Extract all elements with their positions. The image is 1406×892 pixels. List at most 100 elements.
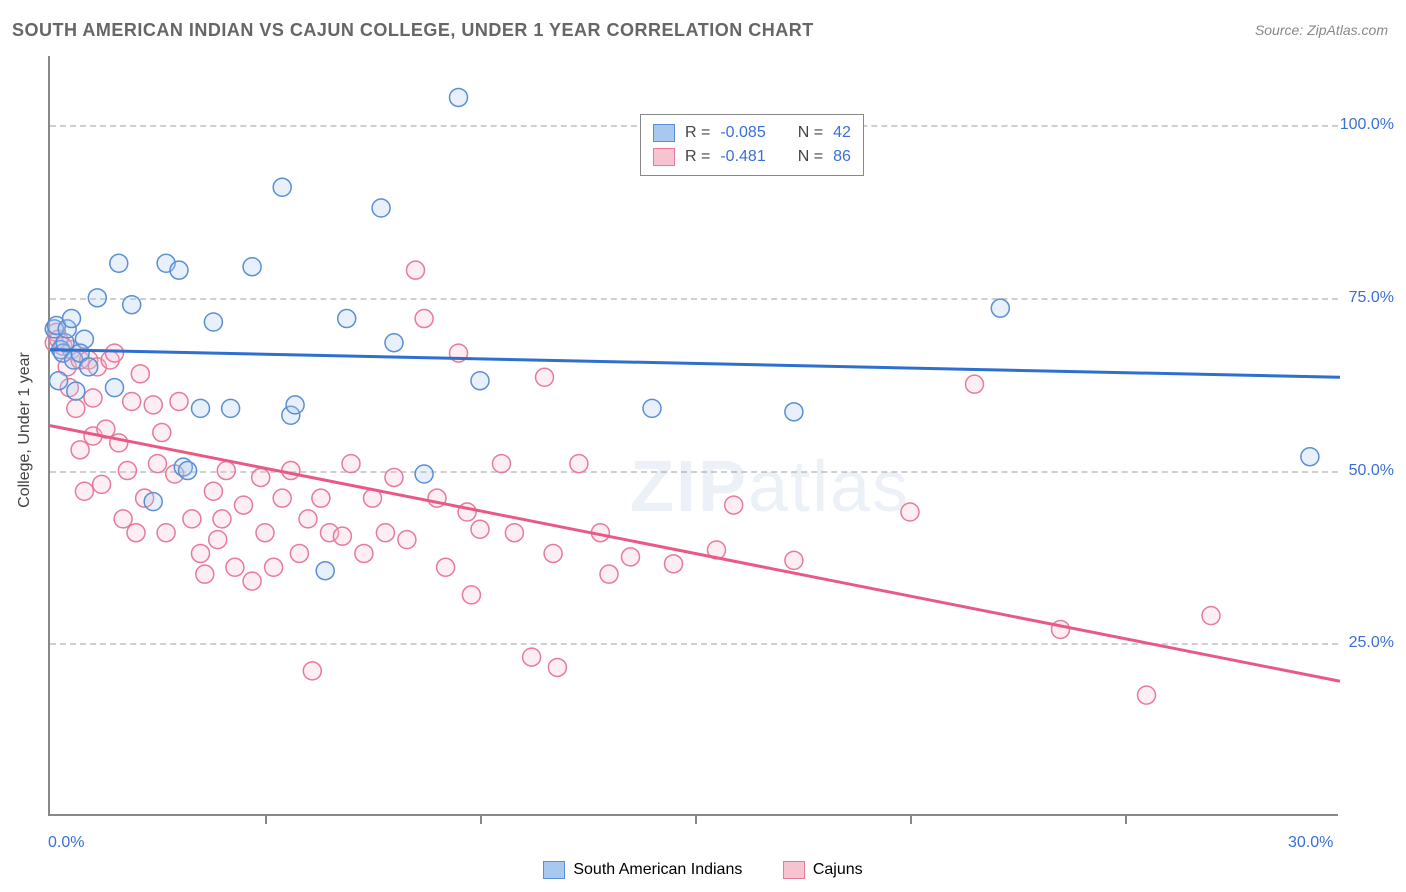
data-point (217, 462, 235, 480)
data-point (450, 88, 468, 106)
data-point (50, 372, 68, 390)
r-label: R = (685, 121, 710, 145)
data-point (213, 510, 231, 528)
data-point (243, 572, 261, 590)
legend-row-blue: R = -0.085 N = 42 (653, 121, 851, 145)
data-point (84, 389, 102, 407)
data-point (273, 489, 291, 507)
data-point (170, 261, 188, 279)
data-point (127, 524, 145, 542)
data-point (118, 462, 136, 480)
data-point (544, 544, 562, 562)
legend-row-pink: R = -0.481 N = 86 (653, 145, 851, 169)
data-point (106, 379, 124, 397)
data-point (170, 392, 188, 410)
data-point (1202, 607, 1220, 625)
data-point (265, 558, 283, 576)
data-point (785, 551, 803, 569)
data-point (471, 372, 489, 390)
data-point (110, 254, 128, 272)
r-value-blue: -0.085 (720, 121, 765, 145)
data-point (536, 368, 554, 386)
data-point (333, 527, 351, 545)
data-point (149, 455, 167, 473)
data-point (80, 358, 98, 376)
data-point (183, 510, 201, 528)
data-point (462, 586, 480, 604)
data-point (523, 648, 541, 666)
data-point (316, 562, 334, 580)
data-point (312, 489, 330, 507)
x-tick-label: 0.0% (48, 834, 84, 852)
r-label: R = (685, 145, 710, 169)
data-point (204, 313, 222, 331)
data-point (622, 548, 640, 566)
data-point (88, 289, 106, 307)
legend-label-pink: Cajuns (813, 861, 863, 879)
data-point (106, 344, 124, 362)
chart-container: SOUTH AMERICAN INDIAN VS CAJUN COLLEGE, … (0, 0, 1406, 892)
data-point (385, 468, 403, 486)
data-point (273, 178, 291, 196)
data-point (196, 565, 214, 583)
data-point (157, 524, 175, 542)
data-point (471, 520, 489, 538)
trend-line (50, 350, 1340, 378)
x-tick (910, 814, 912, 824)
n-label: N = (798, 145, 823, 169)
n-label: N = (798, 121, 823, 145)
data-point (290, 544, 308, 562)
data-point (252, 468, 270, 486)
legend-item-pink: Cajuns (783, 861, 863, 879)
swatch-blue (653, 124, 675, 142)
data-point (204, 482, 222, 500)
data-point (415, 465, 433, 483)
data-point (144, 396, 162, 414)
y-axis-title: College, Under 1 year (16, 352, 34, 508)
swatch-blue-icon (543, 861, 565, 879)
series-legend: South American Indians Cajuns (0, 861, 1406, 884)
data-point (131, 365, 149, 383)
x-tick (1125, 814, 1127, 824)
source-attribution: Source: ZipAtlas.com (1255, 22, 1388, 38)
data-point (398, 531, 416, 549)
data-point (600, 565, 618, 583)
data-point (415, 310, 433, 328)
data-point (63, 310, 81, 328)
data-point (192, 544, 210, 562)
data-point (153, 424, 171, 442)
swatch-pink-icon (783, 861, 805, 879)
data-point (71, 441, 89, 459)
data-point (725, 496, 743, 514)
correlation-legend: R = -0.085 N = 42 R = -0.481 N = 86 (640, 114, 864, 176)
y-tick-label: 50.0% (1349, 462, 1394, 480)
data-point (643, 399, 661, 417)
data-point (407, 261, 425, 279)
data-point (342, 455, 360, 473)
data-point (67, 382, 85, 400)
data-point (286, 396, 304, 414)
data-point (123, 392, 141, 410)
data-point (966, 375, 984, 393)
x-tick (265, 814, 267, 824)
swatch-pink (653, 148, 675, 166)
data-point (222, 399, 240, 417)
data-point (376, 524, 394, 542)
data-point (226, 558, 244, 576)
data-point (437, 558, 455, 576)
data-point (493, 455, 511, 473)
data-point (385, 334, 403, 352)
data-point (570, 455, 588, 473)
data-point (338, 310, 356, 328)
legend-label-blue: South American Indians (573, 861, 742, 879)
n-value-blue: 42 (833, 121, 851, 145)
x-tick (695, 814, 697, 824)
data-point (1138, 686, 1156, 704)
x-tick-label: 30.0% (1288, 834, 1333, 852)
y-tick-label: 100.0% (1340, 116, 1394, 134)
x-tick (480, 814, 482, 824)
data-point (209, 531, 227, 549)
n-value-pink: 86 (833, 145, 851, 169)
data-point (179, 462, 197, 480)
data-point (299, 510, 317, 528)
